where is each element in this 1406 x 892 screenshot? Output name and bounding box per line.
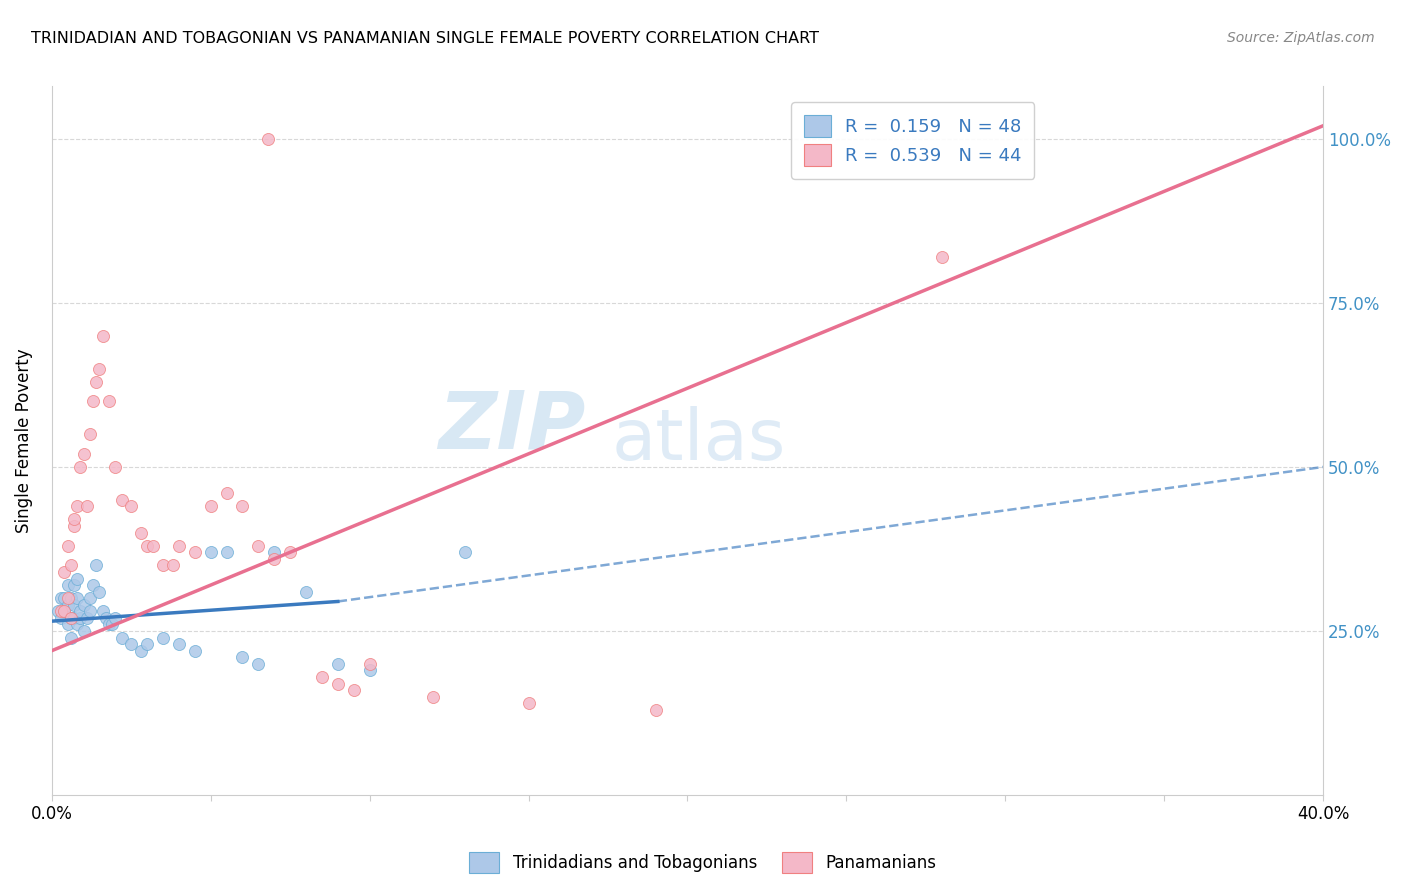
Point	[63, 598, 86, 612]
Point	[152, 558, 174, 573]
Point	[59, 631, 82, 645]
Point	[247, 657, 270, 671]
Point	[454, 545, 477, 559]
Point	[69, 611, 91, 625]
Point	[120, 637, 142, 651]
Point	[79, 591, 101, 606]
Point	[89, 584, 111, 599]
Text: TRINIDADIAN AND TOBAGONIAN VS PANAMANIAN SINGLE FEMALE POVERTY CORRELATION CHART: TRINIDADIAN AND TOBAGONIAN VS PANAMANIAN…	[31, 31, 818, 46]
Point	[104, 459, 127, 474]
Text: ZIP: ZIP	[439, 387, 586, 466]
Point	[184, 643, 207, 657]
Legend: R =  0.159   N = 48, R =  0.539   N = 44: R = 0.159 N = 48, R = 0.539 N = 44	[792, 103, 1035, 179]
Point	[72, 624, 94, 638]
Point	[53, 591, 76, 606]
Point	[79, 427, 101, 442]
Point	[184, 545, 207, 559]
Point	[644, 703, 666, 717]
Point	[69, 459, 91, 474]
Point	[97, 617, 120, 632]
Point	[129, 525, 152, 540]
Point	[59, 558, 82, 573]
Point	[66, 591, 89, 606]
Point	[72, 598, 94, 612]
Point	[129, 643, 152, 657]
Point	[66, 572, 89, 586]
Point	[359, 657, 381, 671]
Point	[326, 676, 349, 690]
Point	[59, 611, 82, 625]
Point	[76, 611, 98, 625]
Point	[136, 637, 159, 651]
Point	[56, 617, 79, 632]
Y-axis label: Single Female Poverty: Single Female Poverty	[15, 349, 32, 533]
Point	[63, 512, 86, 526]
Point	[120, 500, 142, 514]
Point	[167, 637, 190, 651]
Point	[167, 539, 190, 553]
Point	[89, 361, 111, 376]
Point	[311, 670, 333, 684]
Point	[84, 558, 107, 573]
Point	[51, 591, 73, 606]
Point	[200, 545, 222, 559]
Point	[63, 611, 86, 625]
Point	[46, 604, 69, 618]
Point	[104, 611, 127, 625]
Point	[56, 591, 79, 606]
Point	[82, 578, 104, 592]
Point	[359, 664, 381, 678]
Point	[91, 604, 114, 618]
Point	[231, 500, 253, 514]
Point	[63, 578, 86, 592]
Point	[215, 545, 238, 559]
Point	[72, 447, 94, 461]
Point	[200, 500, 222, 514]
Point	[422, 690, 444, 704]
Point	[53, 604, 76, 618]
Legend: Trinidadians and Tobagonians, Panamanians: Trinidadians and Tobagonians, Panamanian…	[463, 846, 943, 880]
Point	[53, 604, 76, 618]
Point	[53, 565, 76, 579]
Point	[84, 375, 107, 389]
Point	[257, 132, 280, 146]
Point	[56, 539, 79, 553]
Point	[326, 657, 349, 671]
Point	[97, 394, 120, 409]
Point	[136, 539, 159, 553]
Point	[56, 578, 79, 592]
Point	[82, 394, 104, 409]
Point	[79, 604, 101, 618]
Point	[51, 604, 73, 618]
Point	[215, 486, 238, 500]
Point	[162, 558, 184, 573]
Point	[51, 611, 73, 625]
Point	[66, 500, 89, 514]
Point	[101, 617, 124, 632]
Text: atlas: atlas	[612, 406, 786, 475]
Point	[59, 591, 82, 606]
Point	[59, 611, 82, 625]
Point	[111, 492, 134, 507]
Point	[263, 551, 285, 566]
Point	[69, 604, 91, 618]
Point	[231, 650, 253, 665]
Point	[152, 631, 174, 645]
Point	[247, 539, 270, 553]
Point	[263, 545, 285, 559]
Point	[278, 545, 301, 559]
Point	[343, 683, 366, 698]
Text: Source: ZipAtlas.com: Source: ZipAtlas.com	[1227, 31, 1375, 45]
Point	[295, 584, 318, 599]
Point	[91, 328, 114, 343]
Point	[111, 631, 134, 645]
Point	[63, 519, 86, 533]
Point	[76, 500, 98, 514]
Point	[931, 250, 953, 264]
Point	[66, 617, 89, 632]
Point	[56, 598, 79, 612]
Point	[142, 539, 165, 553]
Point	[517, 696, 540, 710]
Point	[94, 611, 117, 625]
